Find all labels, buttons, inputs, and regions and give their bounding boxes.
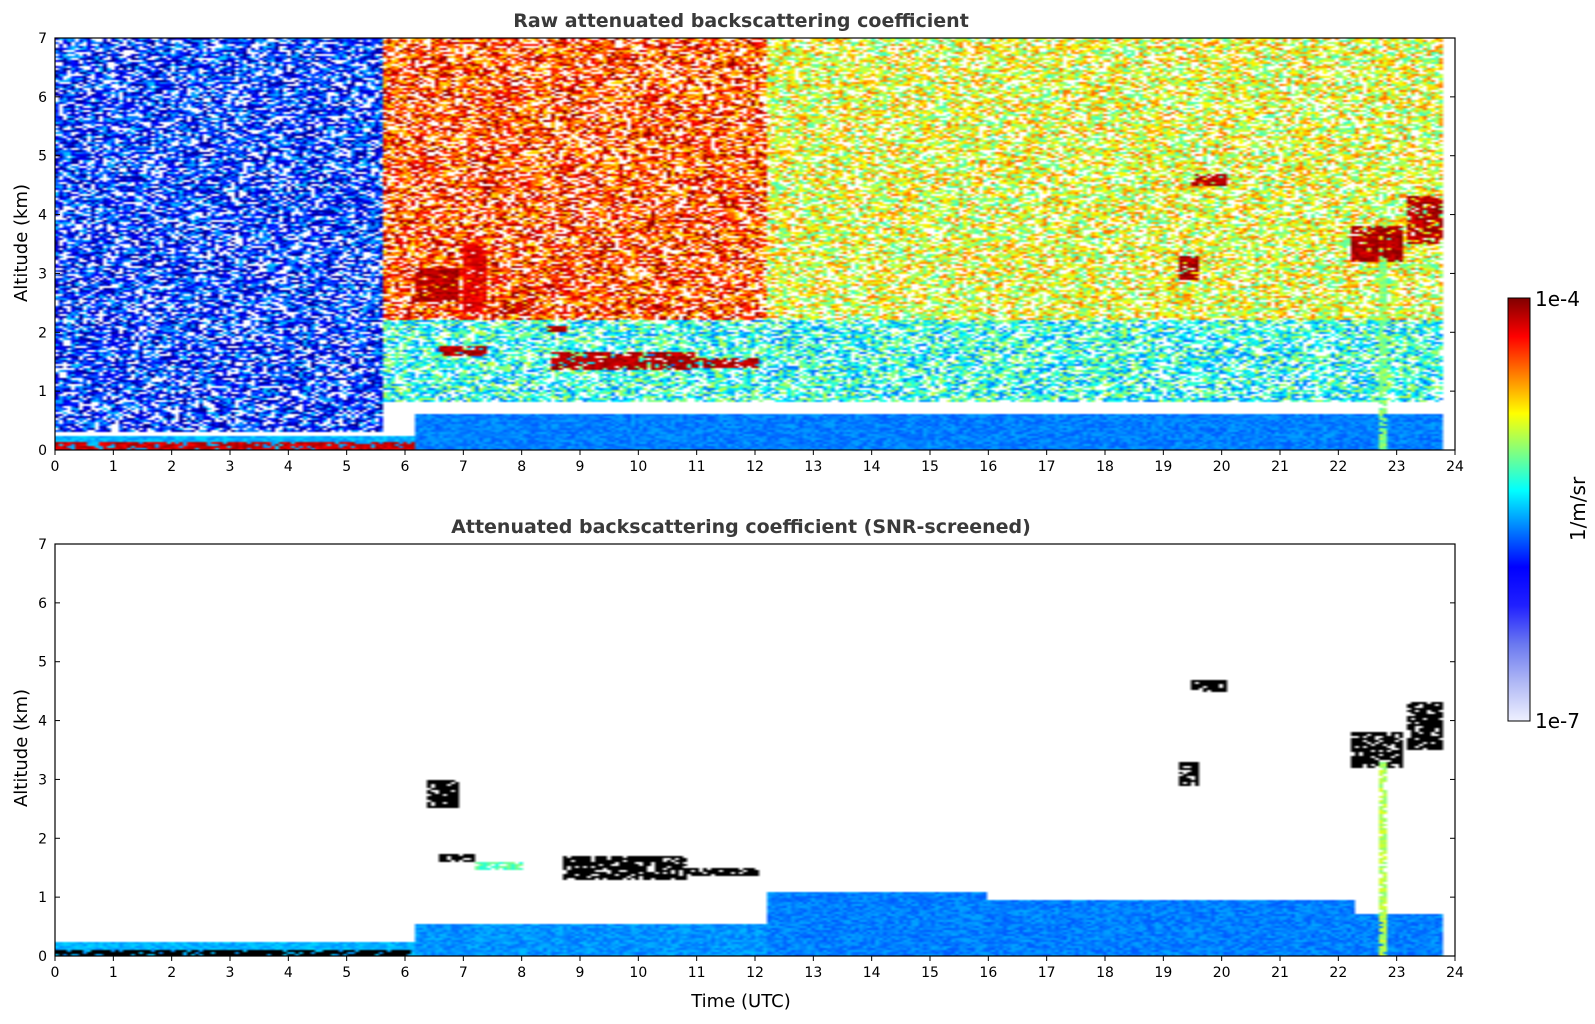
x-tick-label: 15 — [921, 965, 939, 981]
x-tick-label: 12 — [746, 965, 764, 981]
x-tick-label: 3 — [226, 459, 235, 475]
y-tick-label: 2 — [38, 325, 47, 341]
x-tick-label: 6 — [401, 459, 410, 475]
x-tick-label: 6 — [401, 965, 410, 981]
x-tick-label: 18 — [1096, 965, 1114, 981]
x-tick-label: 10 — [629, 965, 647, 981]
x-tick-label: 5 — [342, 965, 351, 981]
colorbar-min-label: 1e-7 — [1535, 709, 1580, 733]
x-tick-label: 9 — [576, 459, 585, 475]
x-tick-label: 5 — [342, 459, 351, 475]
screened-panel-ticks: 0 1 2 3 4 5 6 7 8 9 10 11 12 13 14 15 16 17 18 19 20 21 22 23 24… — [38, 537, 1464, 981]
x-tick-label: 1 — [109, 459, 118, 475]
x-tick-label: 24 — [1446, 965, 1464, 981]
x-tick-label: 16 — [979, 965, 997, 981]
y-tick-label: 0 — [38, 949, 47, 965]
x-tick-label: 19 — [1154, 965, 1172, 981]
x-tick-label: 17 — [1038, 459, 1056, 475]
x-tick-label: 0 — [51, 459, 60, 475]
y-tick-label: 4 — [38, 714, 47, 730]
x-tick-label: 17 — [1038, 965, 1056, 981]
x-tick-label: 23 — [1388, 459, 1406, 475]
y-tick-label: 5 — [38, 655, 47, 671]
x-tick-label: 8 — [517, 459, 526, 475]
x-tick-label: 21 — [1271, 459, 1289, 475]
x-tick-label: 11 — [688, 459, 706, 475]
y-tick-label: 7 — [38, 31, 47, 47]
x-tick-label: 3 — [226, 965, 235, 981]
y-tick-label: 3 — [38, 266, 47, 282]
x-tick-label: 23 — [1388, 965, 1406, 981]
y-tick-label: 0 — [38, 443, 47, 459]
screened-panel-ylabel: Altitude (km) — [11, 689, 32, 807]
x-tick-label: 22 — [1329, 459, 1347, 475]
x-tick-label: 0 — [51, 965, 60, 981]
x-tick-label: 21 — [1271, 965, 1289, 981]
raw-panel-ticks: 0 1 2 3 4 5 6 7 8 9 10 11 12 13 14 15 16 17 18 19 20 21 22 23 24… — [38, 31, 1464, 475]
x-tick-label: 22 — [1329, 965, 1347, 981]
x-tick-label: 2 — [167, 965, 176, 981]
screened-panel-xlabel: Time (UTC) — [690, 991, 791, 1012]
x-tick-label: 15 — [921, 459, 939, 475]
screened-backscatter-panel: Attenuated backscattering coefficient (S… — [11, 516, 1464, 1012]
y-tick-label: 1 — [38, 384, 47, 400]
x-tick-label: 13 — [804, 965, 822, 981]
y-tick-label: 7 — [38, 537, 47, 553]
y-tick-label: 1 — [38, 890, 47, 906]
x-tick-label: 2 — [167, 459, 176, 475]
x-tick-label: 7 — [459, 459, 468, 475]
raw-panel-title: Raw attenuated backscattering coefficien… — [513, 10, 969, 32]
x-tick-label: 12 — [746, 459, 764, 475]
x-tick-label: 7 — [459, 965, 468, 981]
raw-panel-ylabel: Altitude (km) — [11, 184, 32, 302]
x-tick-label: 4 — [284, 459, 293, 475]
y-tick-label: 3 — [38, 772, 47, 788]
y-tick-label: 6 — [38, 596, 47, 612]
x-tick-label: 24 — [1446, 459, 1464, 475]
x-tick-label: 16 — [979, 459, 997, 475]
x-tick-label: 20 — [1213, 459, 1231, 475]
x-tick-label: 4 — [284, 965, 293, 981]
x-tick-label: 1 — [109, 965, 118, 981]
colorbar-gradient — [1507, 297, 1531, 722]
x-tick-label: 20 — [1213, 965, 1231, 981]
x-tick-label: 18 — [1096, 459, 1114, 475]
colorbar-unit-label: 1/m/sr — [1566, 476, 1590, 541]
colorbar-max-label: 1e-4 — [1535, 287, 1580, 311]
x-tick-label: 19 — [1154, 459, 1172, 475]
x-tick-label: 10 — [629, 459, 647, 475]
x-tick-label: 8 — [517, 965, 526, 981]
y-tick-label: 5 — [38, 149, 47, 165]
x-tick-label: 14 — [863, 965, 881, 981]
x-tick-label: 14 — [863, 459, 881, 475]
raw-backscatter-heatmap — [55, 38, 1455, 450]
raw-backscatter-panel: Raw attenuated backscattering coefficien… — [11, 10, 1464, 475]
y-tick-label: 6 — [38, 90, 47, 106]
screened-backscatter-heatmap — [55, 544, 1455, 956]
x-tick-label: 9 — [576, 965, 585, 981]
x-tick-label: 11 — [688, 965, 706, 981]
x-tick-label: 13 — [804, 459, 822, 475]
y-tick-label: 2 — [38, 831, 47, 847]
colorbar: 1e-4 1e-7 1/m/sr — [1507, 287, 1590, 733]
y-tick-label: 4 — [38, 208, 47, 224]
screened-panel-title: Attenuated backscattering coefficient (S… — [451, 516, 1031, 538]
